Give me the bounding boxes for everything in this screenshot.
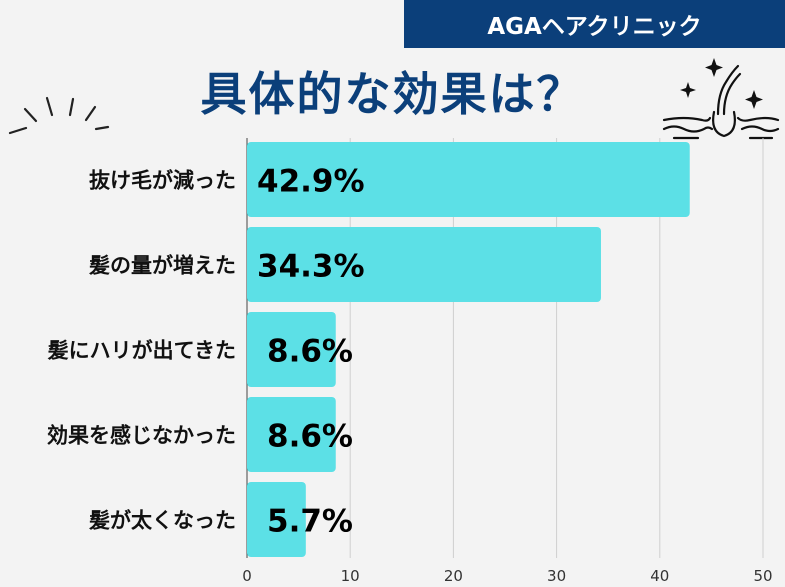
data-label: 5.7% [267, 504, 353, 540]
page-title: 具体的な効果は？ [200, 67, 585, 121]
x-tick-label: 40 [650, 567, 669, 585]
sparkle-lines-icon [8, 96, 110, 135]
data-label: 8.6% [267, 419, 353, 455]
data-label: 34.3% [257, 249, 365, 285]
category-label: 髪が太くなった [88, 509, 236, 533]
x-tick-label: 10 [341, 567, 360, 585]
category-label: 抜け毛が減った [89, 169, 236, 193]
category-label: 髪にハリが出てきた [47, 339, 236, 363]
hair-follicle-icon [662, 58, 780, 140]
x-tick-label: 30 [547, 567, 566, 585]
bar [247, 142, 690, 217]
x-tick-label: 50 [753, 567, 772, 585]
data-label: 8.6% [267, 334, 353, 370]
data-label: 42.9% [257, 164, 365, 200]
bar [247, 397, 336, 472]
bar [247, 312, 336, 387]
x-tick-label: 20 [444, 567, 463, 585]
category-label: 髪の量が増えた [88, 254, 236, 278]
x-tick-label: 0 [242, 567, 252, 585]
bar [247, 482, 306, 557]
bar [247, 227, 601, 302]
category-label: 効果を感じなかった [47, 424, 236, 448]
clinic-badge: AGAヘアクリニック [404, 0, 785, 48]
